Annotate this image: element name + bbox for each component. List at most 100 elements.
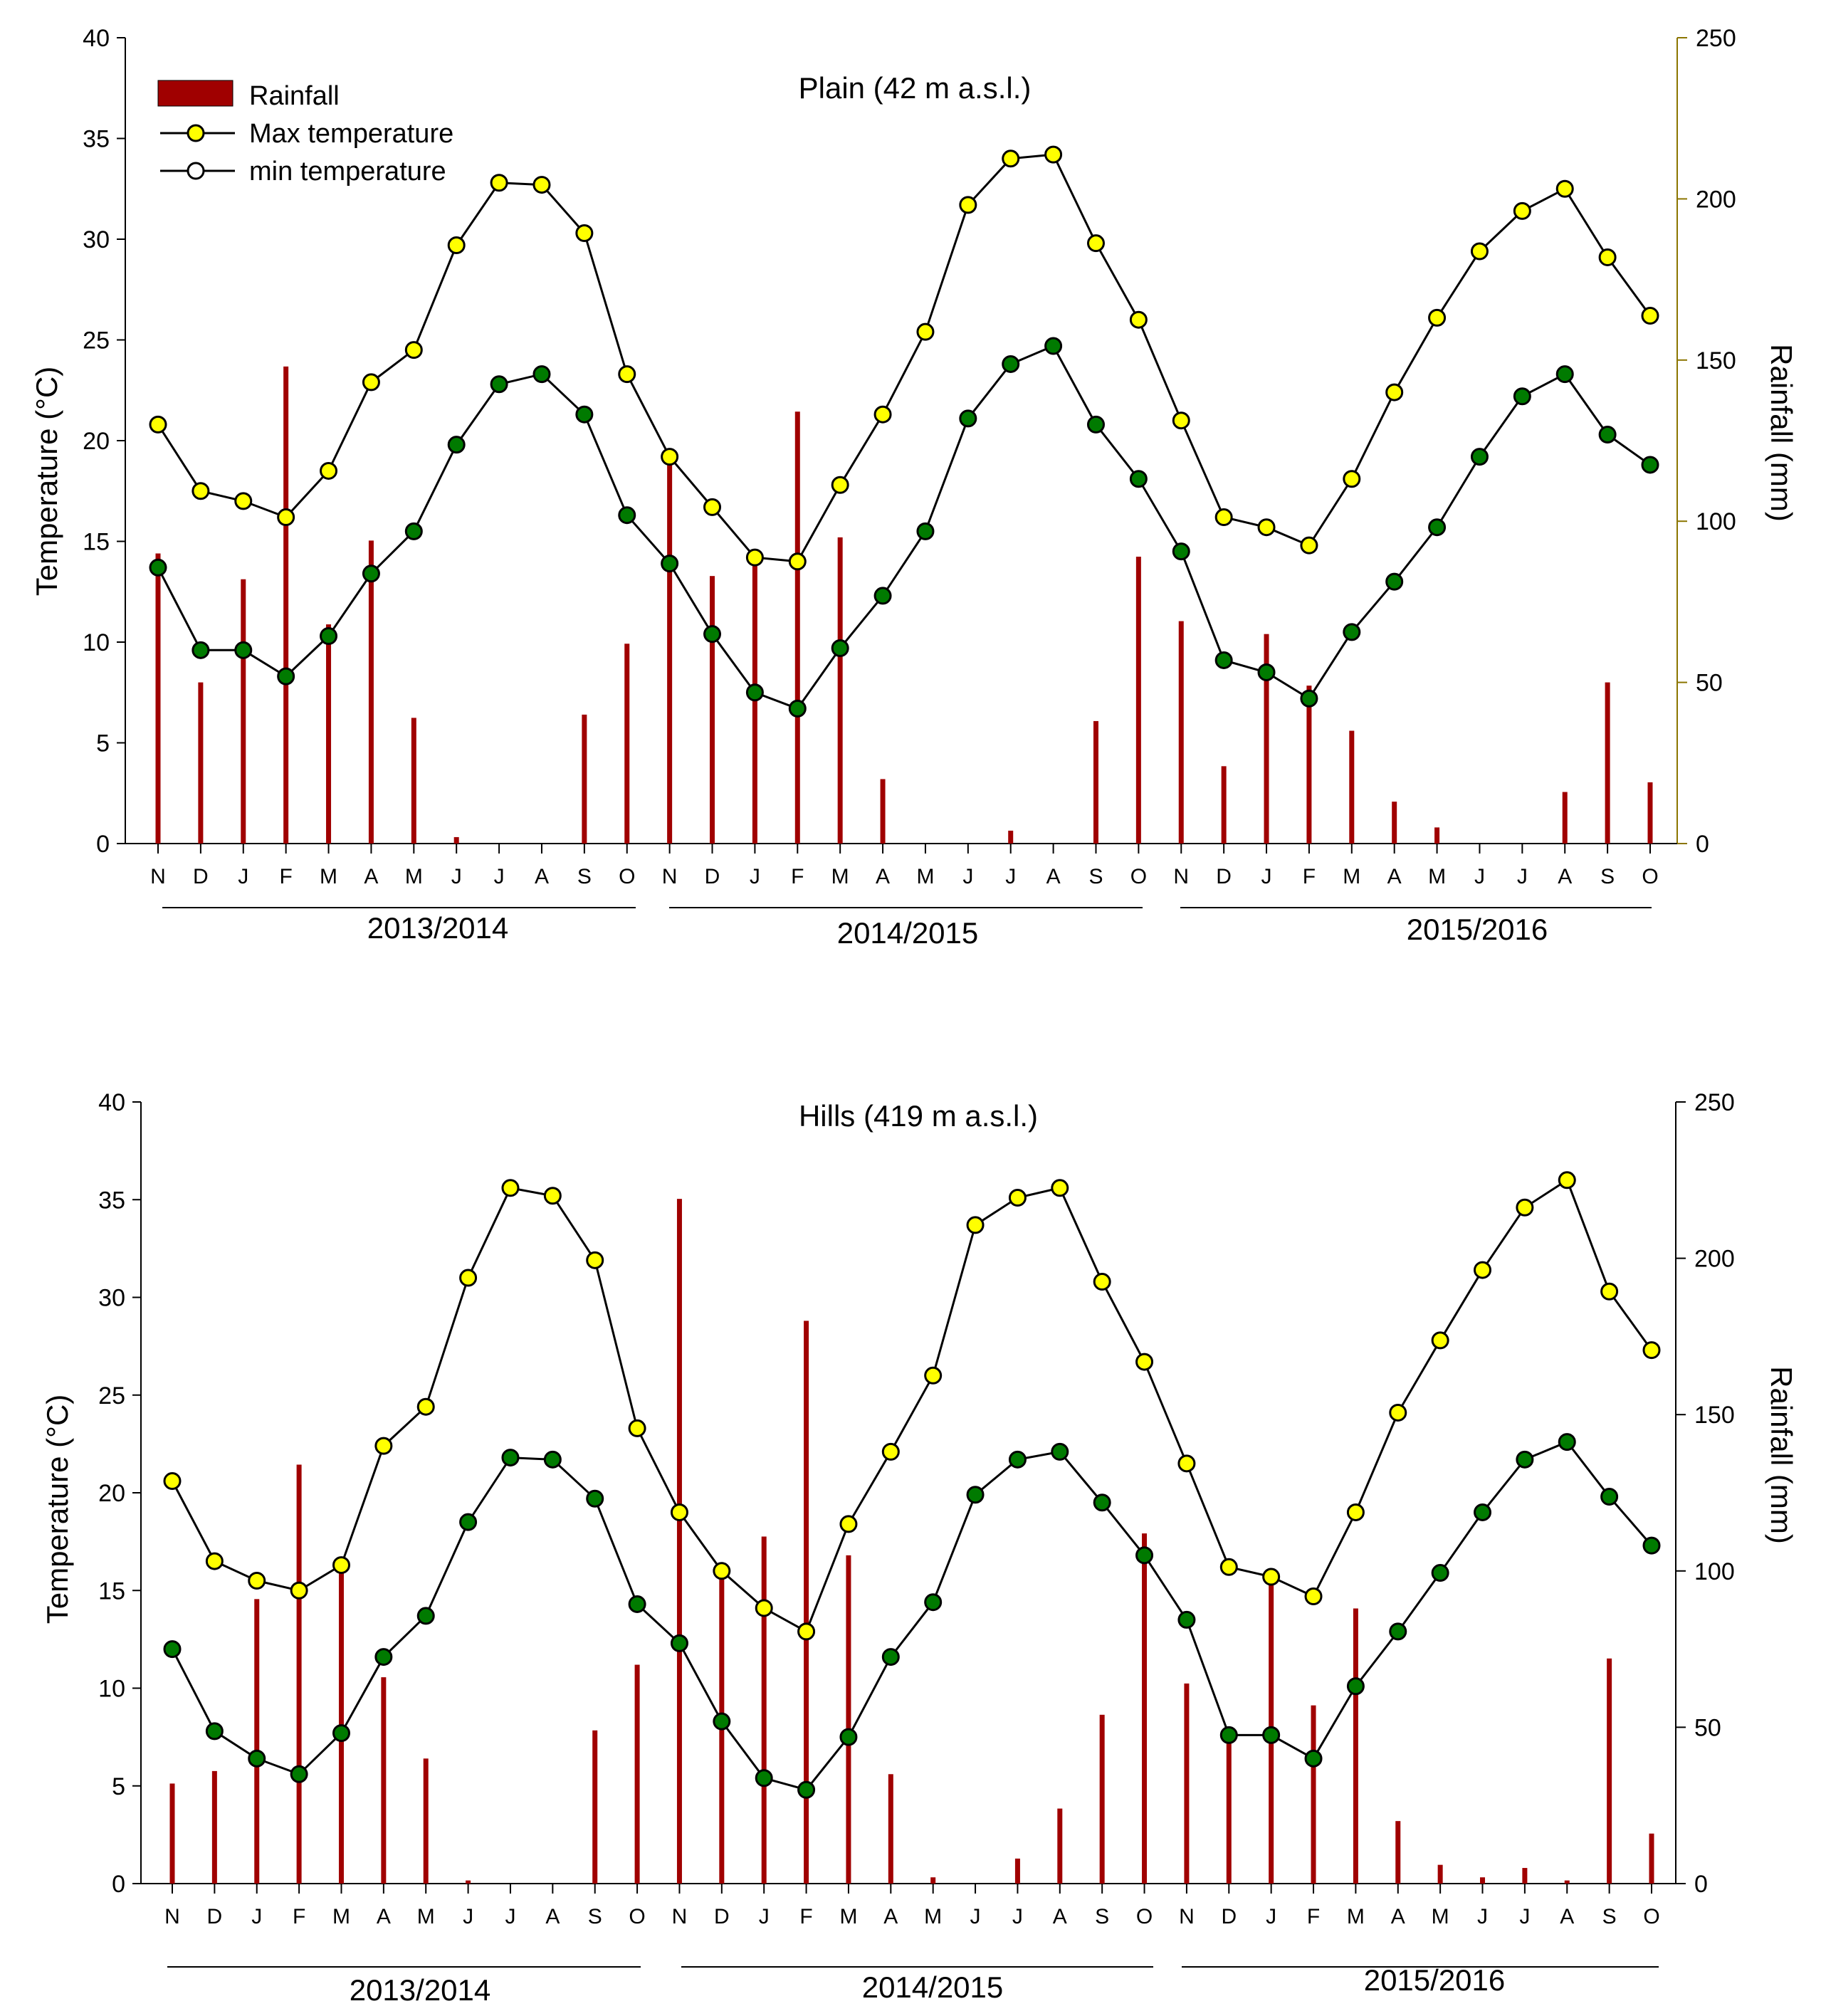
hills-month-label: M [924, 1905, 942, 1928]
hills-month-label: J [759, 1905, 770, 1928]
plain-max-temperature-point [1641, 307, 1659, 325]
hills-max-temperature-point [1516, 1198, 1534, 1217]
plain-min-temperature-point [831, 639, 849, 657]
plain-max-temperature-point [1385, 383, 1404, 401]
plain-rainfall-bar [667, 456, 673, 844]
hills-month-label: F [293, 1905, 305, 1928]
plain-max-temperature-point [1172, 411, 1190, 430]
hills-left-tick-label: 40 [98, 1089, 125, 1116]
plain-min-temperature-point [320, 627, 338, 646]
hills-max-temperature-point [1135, 1353, 1154, 1371]
hills-min-temperature-point [1431, 1564, 1449, 1582]
plain-min-temperature-point [1598, 426, 1617, 444]
plain-rainfall-bar [1562, 792, 1568, 844]
plain-min-temperature-point [1343, 623, 1361, 641]
hills-max-temperature-point [1093, 1273, 1111, 1291]
plain-rainfall-bar [710, 576, 715, 844]
hills-max-temperature-point [290, 1581, 308, 1600]
hills-left-tick-label: 20 [98, 1480, 125, 1507]
plain-max-temperature-point [703, 498, 722, 516]
plain-max-temperature-point [745, 548, 764, 567]
hills-right-axis-title: Rainfall (mm) [1765, 1366, 1798, 1544]
plain-left-tick-label: 10 [83, 629, 110, 656]
hills-min-temperature-point [1262, 1726, 1281, 1744]
plain-season-label-2014-2015: 2014/2015 [837, 916, 979, 950]
plain-right-tick-label: 150 [1696, 347, 1736, 374]
plain-max-temperature-point [1129, 310, 1148, 329]
hills-rainfall-bar [1395, 1821, 1401, 1884]
plain-month-label: M [1428, 865, 1446, 888]
plain-month-label: M [405, 865, 423, 888]
plain-left-tick-label: 30 [83, 226, 110, 253]
hills-rainfall-bar [1564, 1880, 1570, 1884]
hills-rainfall-bar [381, 1677, 387, 1884]
plain-max-temperature-point [1002, 149, 1020, 168]
plain-max-temperature-point [959, 196, 977, 214]
plain-max-temperature-point [234, 492, 253, 510]
plain-month-label: J [1474, 865, 1485, 888]
hills-min-temperature-point [332, 1724, 350, 1743]
plain-min-temperature-point [277, 667, 295, 686]
hills-rainfall-bar [1099, 1714, 1105, 1884]
hills-min-temperature-point [248, 1749, 266, 1768]
hills-left-tick-label: 5 [112, 1773, 125, 1800]
plain-month-label: N [150, 865, 166, 888]
hills-right-tick-label: 200 [1694, 1246, 1735, 1273]
hills-max-temperature-point [1346, 1503, 1365, 1521]
plain-right-tick-label: 0 [1696, 831, 1709, 858]
plain-left-tick-label: 5 [96, 730, 110, 757]
plain-month-label: J [1261, 865, 1272, 888]
hills-min-temperature-point [586, 1489, 604, 1508]
hills-month-label: O [629, 1905, 645, 1928]
legend-rainfall-swatch [157, 80, 233, 107]
hills-max-temperature-point [1262, 1568, 1281, 1586]
plain-max-temperature-point [1214, 508, 1233, 527]
plain-min-temperature-point [234, 641, 253, 659]
hills-rainfall-bar [761, 1536, 767, 1884]
plain-rainfall-bar [582, 714, 587, 844]
hills-rainfall-bar [296, 1464, 302, 1884]
plain-season-label-2013-2014: 2013/2014 [367, 911, 509, 945]
plain-max-temperature-point [532, 176, 551, 194]
hills-max-temperature-line [171, 1178, 1653, 1634]
hills-rainfall-bar [1057, 1808, 1063, 1884]
hills-min-temperature-point [1219, 1726, 1238, 1744]
hills-max-temperature-point [248, 1572, 266, 1590]
hills-rainfall-bar [1522, 1868, 1528, 1884]
hills-month-label: A [1560, 1905, 1574, 1928]
hills-max-temperature-point [924, 1366, 943, 1385]
hills-left-tick-label: 30 [98, 1285, 125, 1312]
hills-right-tick-label: 150 [1694, 1402, 1735, 1429]
plain-rainfall-bar [1434, 827, 1440, 844]
hills-month-label: J [463, 1905, 473, 1928]
hills-season-label-2015-2016: 2015/2016 [1364, 1963, 1506, 1997]
hills-max-temperature-point [1304, 1587, 1323, 1605]
plain-month-label: S [577, 865, 592, 888]
hills-max-temperature-point [374, 1437, 393, 1455]
hills-min-temperature-point [1558, 1433, 1576, 1451]
plain-max-temperature-point [831, 476, 849, 494]
plain-month-label: F [1303, 865, 1316, 888]
hills-min-temperature-point [713, 1712, 731, 1731]
hills-month-label: J [1266, 1905, 1276, 1928]
hills-max-temperature-point [797, 1622, 816, 1641]
hills-min-temperature-point [543, 1450, 562, 1469]
hills-season-labels: 2013/2014 2014/2015 2015/2016 [350, 1963, 1506, 2007]
hills-min-temperature-point [1346, 1677, 1365, 1696]
plain-month-label: A [535, 865, 549, 888]
legend-rainfall-label: Rainfall [249, 81, 340, 111]
hills-min-temperature-point [670, 1634, 688, 1652]
hills-max-temperature-point [543, 1187, 562, 1205]
hills-max-temperature-point [1389, 1403, 1407, 1422]
hills-month-label: S [588, 1905, 602, 1928]
plain-min-temperature-point [532, 365, 551, 384]
hills-chart-panel: Hills (419 m a.s.l.) Temperature (°C) Ra… [41, 1089, 1798, 2007]
plain-min-temperature-point [1044, 337, 1063, 355]
plain-month-label: A [364, 865, 378, 888]
plain-month-label: D [193, 865, 209, 888]
hills-month-label: J [1477, 1905, 1488, 1928]
plain-rainfall-bar [1306, 686, 1312, 844]
plain-chart-title: Plain (42 m a.s.l.) [799, 71, 1032, 105]
hills-rainfall-bar [592, 1730, 598, 1884]
plain-min-temperature-point [1428, 518, 1447, 537]
